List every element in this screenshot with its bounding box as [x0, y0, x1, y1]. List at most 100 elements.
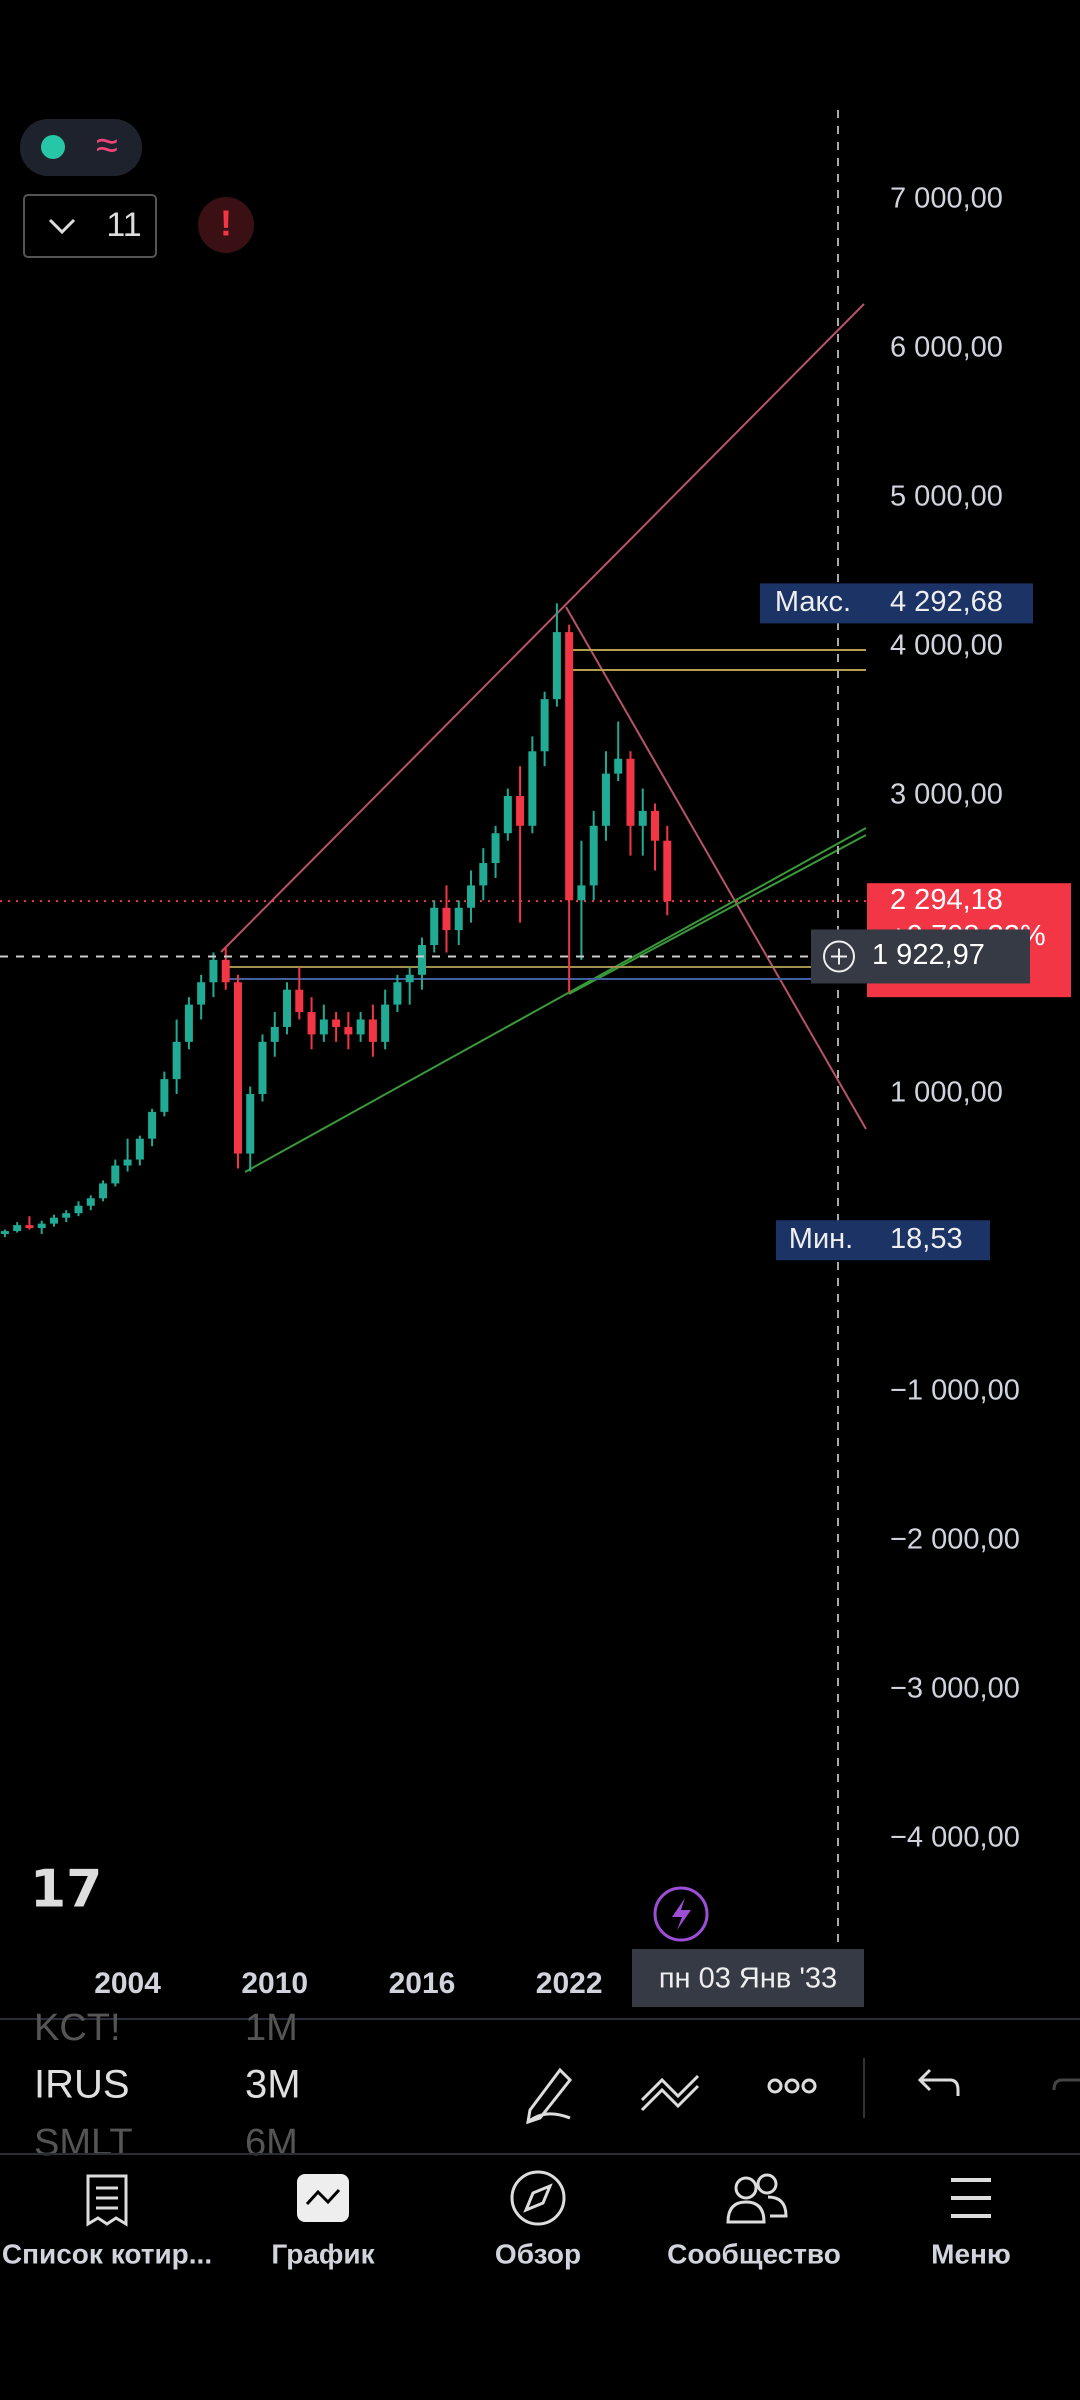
candle-body: [197, 982, 206, 1005]
candle-body: [99, 1183, 108, 1199]
crosshair-box: [811, 929, 1030, 984]
candle-body: [86, 1198, 95, 1206]
candle-body: [393, 982, 402, 1005]
more-icon[interactable]: [767, 2078, 817, 2094]
symbol[interactable]: IRUS: [34, 2063, 130, 2107]
last-price: 2 294,18: [890, 884, 1003, 916]
candle-body: [270, 1026, 279, 1042]
draw-icon[interactable]: [526, 2067, 573, 2125]
candle-body: [13, 1225, 22, 1232]
add-alert-icon: [823, 940, 855, 973]
min-value-box: [867, 1220, 990, 1261]
x-tick-label: 2022: [536, 1967, 603, 2000]
candle-body: [356, 1019, 365, 1035]
nav-label[interactable]: Список котир...: [2, 2238, 212, 2269]
candle-body: [172, 1041, 181, 1080]
status-pill[interactable]: [20, 119, 142, 176]
y-tick-label: −1 000,00: [890, 1375, 1020, 1407]
candle-body: [25, 1225, 34, 1229]
y-tick-label: 1 000,00: [890, 1077, 1003, 1109]
lightning-button[interactable]: [653, 1886, 709, 1942]
plot: 7 000,00 6 000,00 5 000,00 4 000,00 3 000,00…: [0, 183, 1071, 2000]
candle-body: [528, 751, 537, 826]
candle-body: [209, 959, 218, 983]
crosshair-date: пн 03 Янв '33: [659, 1963, 837, 1995]
x-tick-label: 2010: [241, 1967, 308, 2000]
y-tick-label: 7 000,00: [890, 183, 1003, 215]
candle-body: [233, 982, 242, 1154]
y-tick-label: 6 000,00: [890, 332, 1003, 364]
y-tick-label: −3 000,00: [890, 1673, 1020, 1705]
nav-label[interactable]: График: [271, 2238, 375, 2269]
symbol[interactable]: KCT!: [34, 2007, 121, 2049]
candle-body: [295, 989, 304, 1013]
candle-body: [332, 1019, 341, 1027]
candle-body: [577, 885, 586, 901]
redo-icon[interactable]: [1052, 2078, 1080, 2091]
interval[interactable]: 1M: [245, 2007, 298, 2049]
min-value: 18,53: [890, 1223, 963, 1255]
community-icon[interactable]: [726, 2173, 788, 2224]
date-label-box: [632, 1949, 864, 2007]
max-name-box: [760, 583, 867, 624]
candle-body: [442, 907, 451, 931]
interval[interactable]: 3M: [245, 2063, 301, 2107]
indicators-button[interactable]: [23, 194, 157, 258]
candle-body: [221, 959, 230, 983]
watchlist-icon[interactable]: [86, 2174, 128, 2227]
symbol[interactable]: SMLT: [34, 2122, 133, 2164]
candle-body: [368, 1019, 377, 1042]
chevron: [48, 218, 76, 235]
undo-icon[interactable]: [917, 2068, 960, 2096]
y-tick-label: −4 000,00: [890, 1822, 1020, 1854]
x-tick-label: 2004: [94, 1967, 161, 2000]
candle-body: [516, 796, 525, 826]
y-tick-label: −2 000,00: [890, 1524, 1020, 1556]
compass-needle: [523, 2183, 553, 2213]
candle-body: [405, 974, 414, 983]
candle-body: [344, 1026, 353, 1035]
candle-body: [246, 1094, 255, 1154]
status-icon: ≈: [96, 124, 118, 168]
max-name: Макс.: [775, 586, 851, 618]
nav-label[interactable]: Сообщество: [667, 2238, 841, 2269]
indicator-count: 11: [106, 206, 141, 244]
trend-icon[interactable]: [640, 2074, 700, 2112]
add-alert-plus: [831, 948, 847, 965]
interval[interactable]: 6M: [245, 2122, 298, 2164]
chart-icon-line: [305, 2188, 341, 2206]
candle-body: [589, 825, 598, 886]
explore-icon[interactable]: [510, 2170, 566, 2226]
drawings: [220, 110, 867, 1950]
trend-line: [244, 827, 867, 1173]
candle-body: [417, 945, 426, 975]
nav-label[interactable]: Обзор: [495, 2238, 581, 2269]
candle-body: [0, 1231, 9, 1235]
candle-body: [381, 1004, 390, 1042]
menu-icon[interactable]: [951, 2178, 991, 2218]
alert-button[interactable]: [198, 197, 254, 253]
candle-body: [283, 989, 292, 1027]
trend-line: [565, 606, 867, 1130]
y-tick-label: 5 000,00: [890, 481, 1003, 513]
candle-body: [184, 1004, 193, 1042]
crosshair-price: 1 922,97: [872, 939, 985, 971]
candle-body: [479, 863, 488, 886]
candle-body: [565, 632, 574, 901]
max-value: 4 292,68: [890, 586, 1003, 618]
alert-icon: !: [220, 203, 232, 244]
candle-body: [148, 1111, 157, 1139]
candle-body: [37, 1223, 46, 1229]
x-tick-label: 2016: [389, 1967, 456, 2000]
trend-line: [220, 303, 865, 953]
candle-body: [123, 1159, 132, 1166]
nav-label[interactable]: Меню: [931, 2238, 1011, 2269]
max-value-box: [867, 583, 1033, 624]
min-name-box: [776, 1220, 867, 1261]
candle-body: [454, 907, 463, 931]
toolbar: KCT! IRUS SMLT 1M 3M 6M: [34, 2007, 1080, 2164]
candle-body: [651, 810, 660, 841]
candle-body: [491, 833, 500, 864]
